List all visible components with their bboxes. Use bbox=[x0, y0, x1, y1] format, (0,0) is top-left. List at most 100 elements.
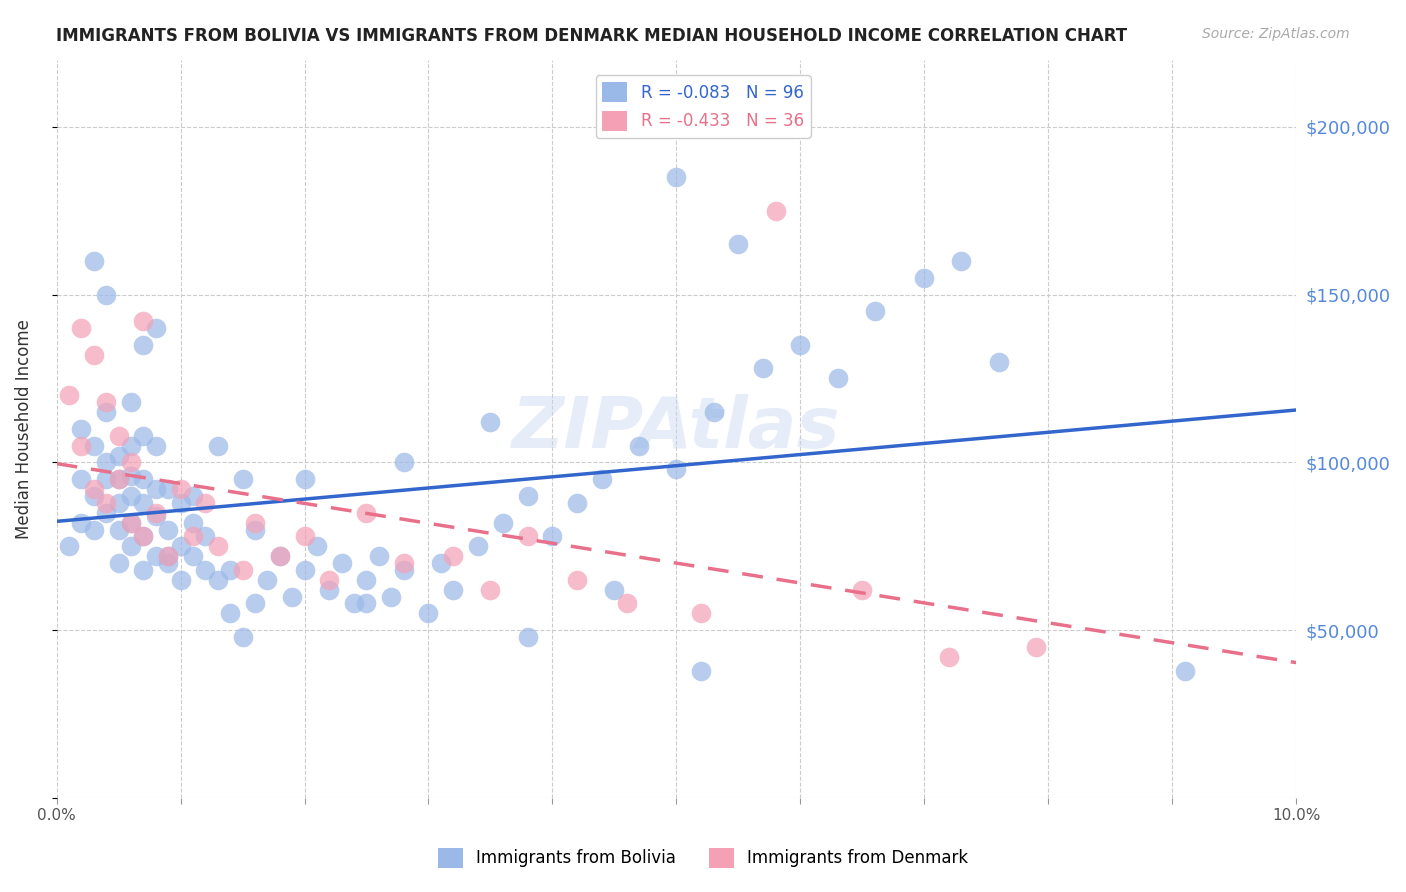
Point bbox=[690, 664, 713, 678]
Point bbox=[703, 405, 725, 419]
Point bbox=[107, 472, 129, 486]
Point bbox=[181, 489, 204, 503]
Point bbox=[157, 549, 180, 564]
Point bbox=[157, 556, 180, 570]
Point bbox=[58, 388, 80, 402]
Point bbox=[567, 573, 589, 587]
Text: Source: ZipAtlas.com: Source: ZipAtlas.com bbox=[1202, 27, 1350, 41]
Point bbox=[305, 539, 328, 553]
Point bbox=[294, 529, 316, 543]
Y-axis label: Median Household Income: Median Household Income bbox=[15, 319, 32, 539]
Point bbox=[145, 321, 167, 335]
Point bbox=[120, 516, 142, 530]
Point bbox=[70, 321, 93, 335]
Point bbox=[330, 556, 353, 570]
Point bbox=[492, 516, 515, 530]
Point bbox=[567, 496, 589, 510]
Point bbox=[243, 516, 266, 530]
Point bbox=[765, 203, 787, 218]
Point bbox=[256, 573, 278, 587]
Point bbox=[132, 428, 155, 442]
Point bbox=[243, 523, 266, 537]
Point bbox=[107, 556, 129, 570]
Point bbox=[479, 415, 502, 429]
Point bbox=[343, 596, 366, 610]
Point bbox=[181, 549, 204, 564]
Point bbox=[392, 455, 415, 469]
Point bbox=[912, 270, 935, 285]
Point bbox=[690, 607, 713, 621]
Point bbox=[516, 489, 538, 503]
Point bbox=[157, 523, 180, 537]
Point bbox=[83, 523, 105, 537]
Point bbox=[107, 428, 129, 442]
Point bbox=[392, 556, 415, 570]
Point bbox=[356, 573, 378, 587]
Point bbox=[132, 496, 155, 510]
Legend: R = -0.083   N = 96, R = -0.433   N = 36: R = -0.083 N = 96, R = -0.433 N = 36 bbox=[596, 75, 811, 137]
Point bbox=[219, 563, 242, 577]
Point bbox=[157, 549, 180, 564]
Point bbox=[194, 563, 217, 577]
Point bbox=[96, 395, 118, 409]
Point bbox=[318, 573, 340, 587]
Point bbox=[665, 462, 688, 476]
Point bbox=[318, 582, 340, 597]
Point bbox=[132, 314, 155, 328]
Point bbox=[145, 439, 167, 453]
Point bbox=[1025, 640, 1047, 654]
Point bbox=[96, 472, 118, 486]
Point bbox=[243, 596, 266, 610]
Point bbox=[356, 506, 378, 520]
Point bbox=[132, 529, 155, 543]
Text: IMMIGRANTS FROM BOLIVIA VS IMMIGRANTS FROM DENMARK MEDIAN HOUSEHOLD INCOME CORRE: IMMIGRANTS FROM BOLIVIA VS IMMIGRANTS FR… bbox=[56, 27, 1128, 45]
Point bbox=[96, 405, 118, 419]
Point bbox=[83, 254, 105, 268]
Point bbox=[219, 607, 242, 621]
Point bbox=[467, 539, 489, 553]
Point bbox=[120, 489, 142, 503]
Point bbox=[107, 523, 129, 537]
Point bbox=[430, 556, 453, 570]
Point bbox=[294, 563, 316, 577]
Point bbox=[269, 549, 291, 564]
Point bbox=[70, 516, 93, 530]
Point bbox=[392, 563, 415, 577]
Point bbox=[107, 496, 129, 510]
Point bbox=[441, 582, 464, 597]
Point bbox=[83, 439, 105, 453]
Point bbox=[70, 422, 93, 436]
Point bbox=[356, 596, 378, 610]
Point bbox=[628, 439, 651, 453]
Point bbox=[380, 590, 402, 604]
Point bbox=[145, 506, 167, 520]
Point bbox=[169, 482, 191, 496]
Point bbox=[269, 549, 291, 564]
Point bbox=[752, 361, 775, 376]
Point bbox=[727, 237, 749, 252]
Point bbox=[1174, 664, 1197, 678]
Point bbox=[120, 539, 142, 553]
Point bbox=[207, 573, 229, 587]
Point bbox=[938, 650, 960, 665]
Point bbox=[232, 472, 254, 486]
Point bbox=[132, 338, 155, 352]
Point bbox=[827, 371, 849, 385]
Point bbox=[96, 455, 118, 469]
Point bbox=[181, 529, 204, 543]
Point bbox=[281, 590, 304, 604]
Point bbox=[603, 582, 626, 597]
Point bbox=[83, 482, 105, 496]
Text: ZIPAtlas: ZIPAtlas bbox=[512, 394, 841, 463]
Point bbox=[120, 395, 142, 409]
Point bbox=[232, 563, 254, 577]
Point bbox=[120, 439, 142, 453]
Point bbox=[541, 529, 564, 543]
Point bbox=[58, 539, 80, 553]
Point bbox=[181, 516, 204, 530]
Point bbox=[789, 338, 811, 352]
Point bbox=[132, 529, 155, 543]
Point bbox=[591, 472, 613, 486]
Point bbox=[96, 496, 118, 510]
Point bbox=[70, 472, 93, 486]
